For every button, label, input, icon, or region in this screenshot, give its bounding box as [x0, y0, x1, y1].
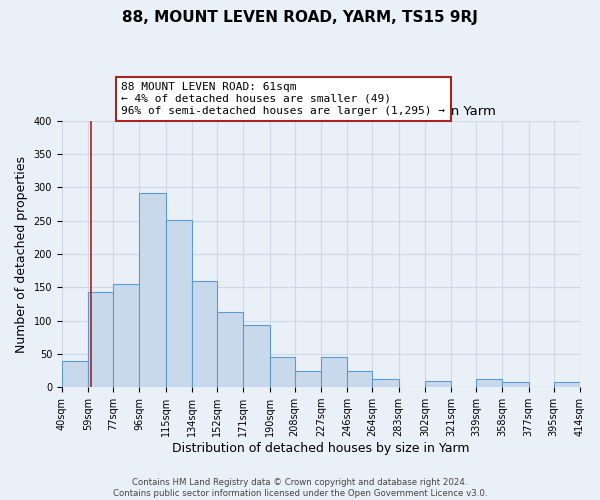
- Bar: [321, 356, 347, 387]
- Text: 88, MOUNT LEVEN ROAD, YARM, TS15 9RJ: 88, MOUNT LEVEN ROAD, YARM, TS15 9RJ: [122, 10, 478, 25]
- Bar: [88, 292, 113, 387]
- X-axis label: Distribution of detached houses by size in Yarm: Distribution of detached houses by size …: [172, 442, 470, 455]
- Y-axis label: Number of detached properties: Number of detached properties: [15, 156, 28, 352]
- Bar: [139, 193, 166, 387]
- Text: Contains HM Land Registry data © Crown copyright and database right 2024.
Contai: Contains HM Land Registry data © Crown c…: [113, 478, 487, 498]
- Bar: [554, 382, 580, 387]
- Text: 88 MOUNT LEVEN ROAD: 61sqm
← 4% of detached houses are smaller (49)
96% of semi-: 88 MOUNT LEVEN ROAD: 61sqm ← 4% of detac…: [121, 82, 445, 116]
- Bar: [244, 326, 269, 387]
- Bar: [502, 382, 529, 387]
- Bar: [269, 356, 295, 387]
- Bar: [372, 379, 398, 387]
- Bar: [347, 370, 372, 387]
- Bar: [192, 280, 217, 387]
- Title: Size of property relative to detached houses in Yarm: Size of property relative to detached ho…: [146, 106, 496, 118]
- Bar: [166, 220, 192, 387]
- Bar: [113, 284, 139, 387]
- Bar: [476, 379, 502, 387]
- Bar: [295, 371, 321, 387]
- Bar: [62, 360, 88, 387]
- Bar: [425, 380, 451, 387]
- Bar: [217, 312, 244, 387]
